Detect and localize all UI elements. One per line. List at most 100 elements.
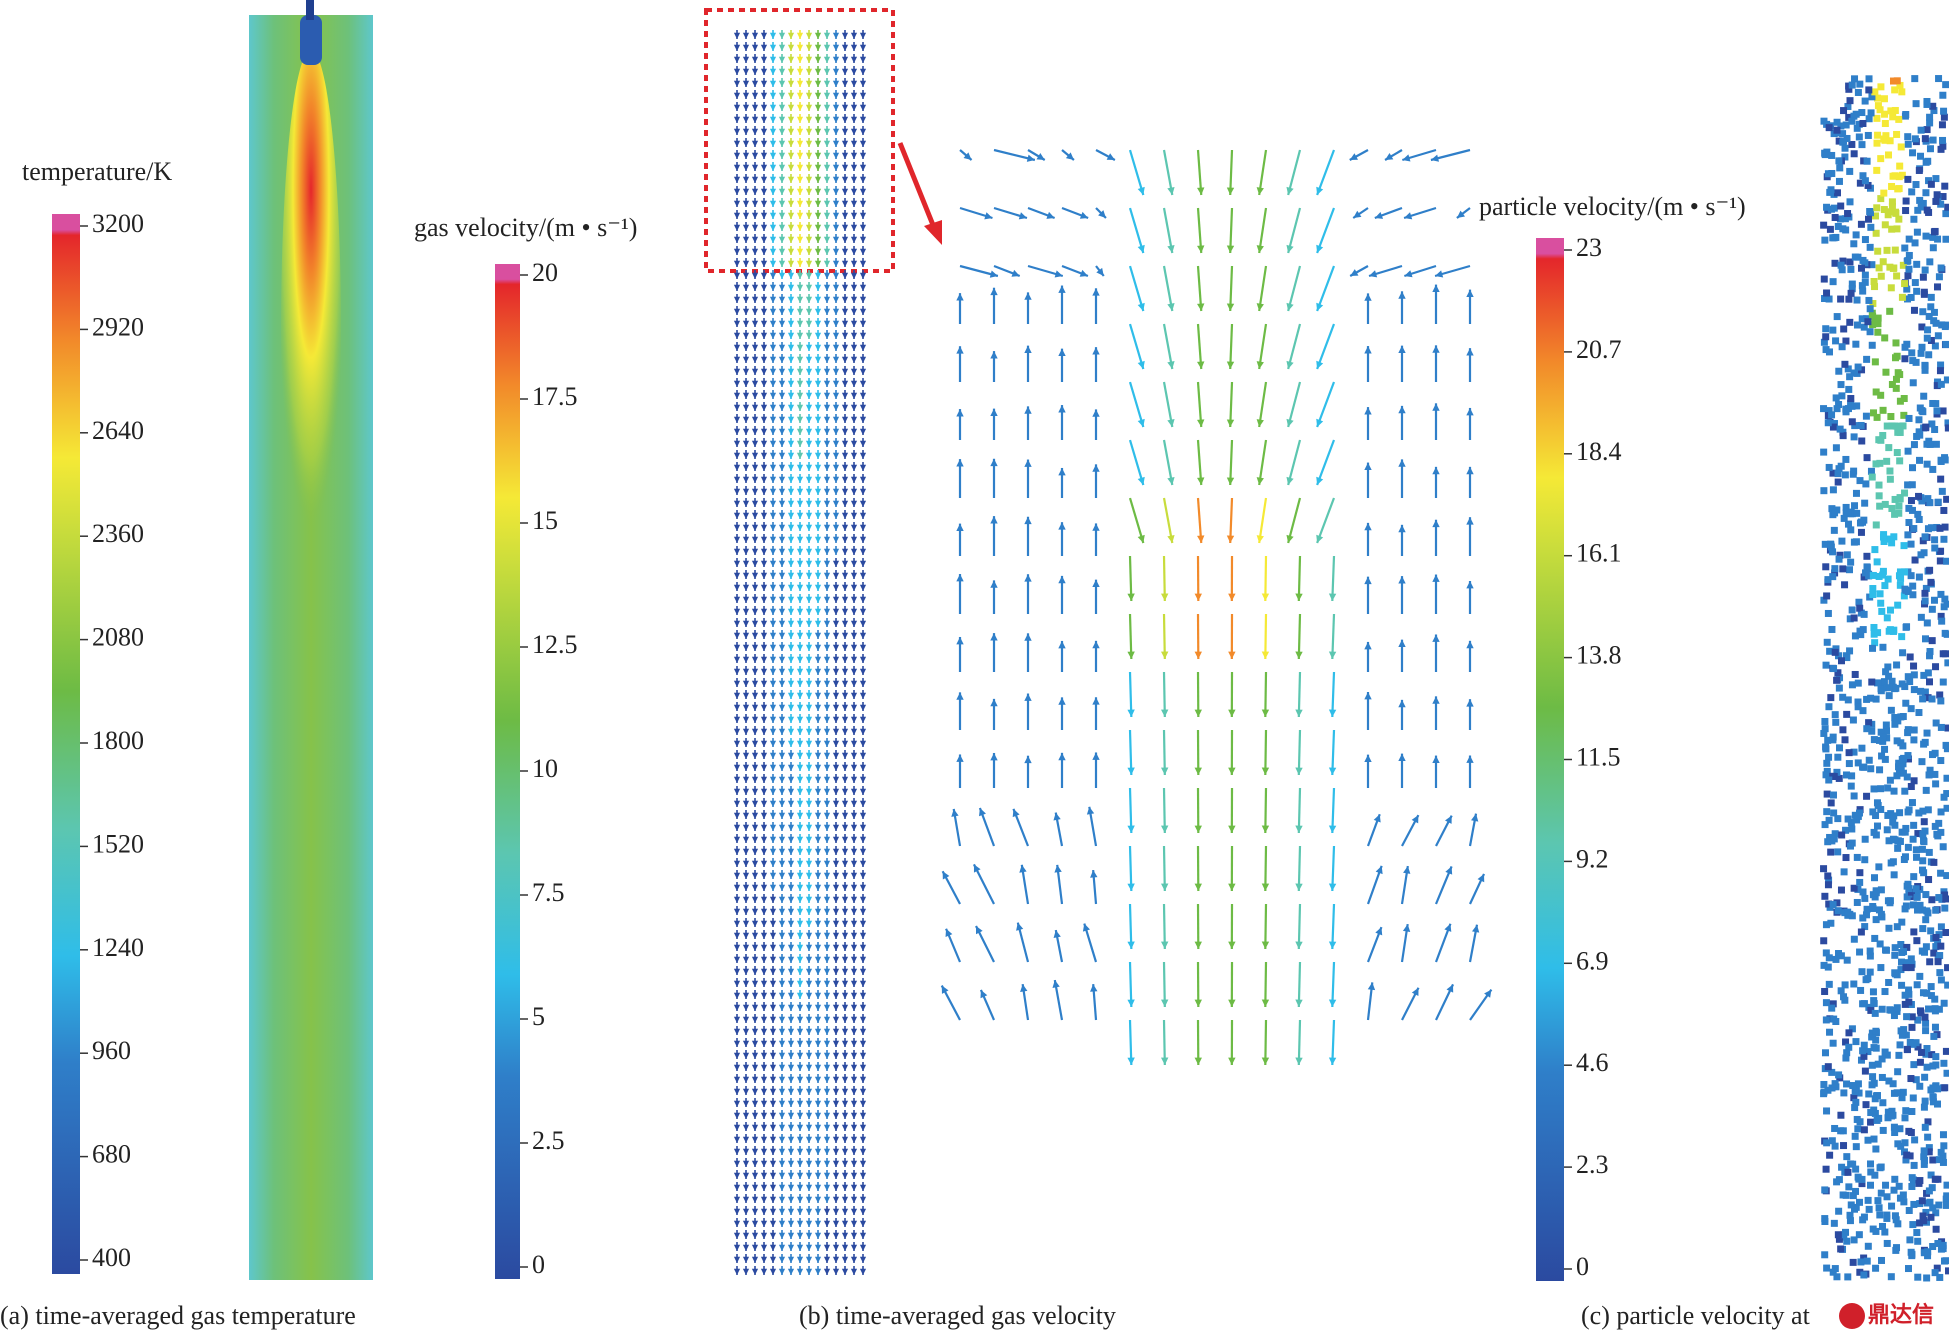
particle [1911, 1136, 1919, 1144]
vector-head [832, 1220, 840, 1227]
vector-head [956, 636, 964, 645]
vector-head [859, 1256, 867, 1263]
vector-head [733, 80, 741, 87]
vector-head [823, 608, 831, 615]
vector-head [742, 1268, 750, 1275]
vector-head [1466, 699, 1474, 707]
vector-head [850, 728, 858, 735]
particle [1837, 381, 1845, 389]
vector-head [850, 740, 858, 747]
particle [1922, 1027, 1930, 1035]
particle [1840, 514, 1848, 522]
vector-head [1092, 640, 1100, 649]
particle [1929, 136, 1937, 144]
vector-head [778, 872, 786, 879]
vector-head [841, 788, 849, 795]
vector-head [841, 260, 849, 267]
vector-head [760, 536, 768, 543]
particle [1909, 1221, 1917, 1229]
particle [1834, 848, 1842, 856]
particle [1942, 81, 1949, 89]
vector-head [751, 44, 759, 51]
vector-head [814, 644, 822, 651]
particle [1844, 365, 1852, 373]
particle [1879, 533, 1887, 541]
particle [1943, 495, 1949, 503]
colorbar [1536, 238, 1564, 1281]
vector-head [850, 68, 858, 75]
vector-head [742, 764, 750, 771]
vector-head [841, 380, 849, 387]
vector-head [778, 296, 786, 303]
particle [1910, 686, 1918, 694]
vector-head [1364, 754, 1372, 763]
vector-head [805, 1268, 813, 1275]
vector [1229, 439, 1234, 486]
vector-head [823, 200, 831, 207]
particle [1936, 524, 1944, 532]
vector-head [733, 236, 741, 243]
vector-head [760, 776, 768, 783]
vector [1331, 961, 1336, 1008]
vector-head [796, 536, 804, 543]
particle [1888, 1107, 1896, 1115]
vector-head [832, 908, 840, 915]
vector-head [814, 704, 822, 711]
vector-head [769, 884, 777, 891]
particle [1873, 139, 1881, 147]
vector-head [1364, 641, 1372, 650]
particle [1833, 405, 1841, 413]
vector-head [778, 80, 786, 87]
vector-head [832, 632, 840, 639]
vector-head [841, 908, 849, 915]
vector-head [796, 584, 804, 591]
vector-head [769, 308, 777, 315]
particle [1932, 197, 1940, 205]
particle [1920, 818, 1928, 826]
particle [1847, 819, 1855, 827]
particle [1873, 558, 1881, 566]
vector-head [1295, 767, 1303, 775]
vector-head [823, 836, 831, 843]
vector-head [1228, 941, 1236, 949]
vector-head [733, 1136, 741, 1143]
vector-head [796, 164, 804, 171]
vector-head [805, 404, 813, 411]
vector-head [1092, 579, 1100, 588]
vector-head [760, 1088, 768, 1095]
vector-head [823, 800, 831, 807]
vector-head [787, 644, 795, 651]
particle [1831, 569, 1839, 577]
particle [1887, 1273, 1895, 1281]
particle [1890, 1089, 1898, 1097]
vector-head [751, 512, 759, 519]
vector-head [742, 356, 750, 363]
vector-head [823, 524, 831, 531]
vector-head [1445, 866, 1453, 875]
vector-head [859, 704, 867, 711]
particle [1825, 753, 1833, 761]
vector-head [733, 32, 741, 39]
vector-head [805, 1196, 813, 1203]
particle [1835, 744, 1843, 752]
vector-head [769, 1256, 777, 1263]
vector-head [733, 584, 741, 591]
vector [1331, 903, 1336, 950]
vector-head [760, 800, 768, 807]
vector-head [733, 320, 741, 327]
vector-head [850, 344, 858, 351]
particle [1846, 318, 1854, 326]
particle [1885, 444, 1893, 452]
particle [1855, 1198, 1863, 1206]
vector-head [850, 392, 858, 399]
vector-head [1046, 211, 1055, 219]
vector-head [796, 224, 804, 231]
particle [1872, 1036, 1880, 1044]
particle [1855, 1089, 1863, 1097]
particle [1929, 465, 1937, 473]
vector-head [787, 116, 795, 123]
particle [1823, 759, 1831, 767]
particle [1824, 881, 1832, 889]
vector-head [787, 1256, 795, 1263]
particle [1821, 236, 1829, 244]
